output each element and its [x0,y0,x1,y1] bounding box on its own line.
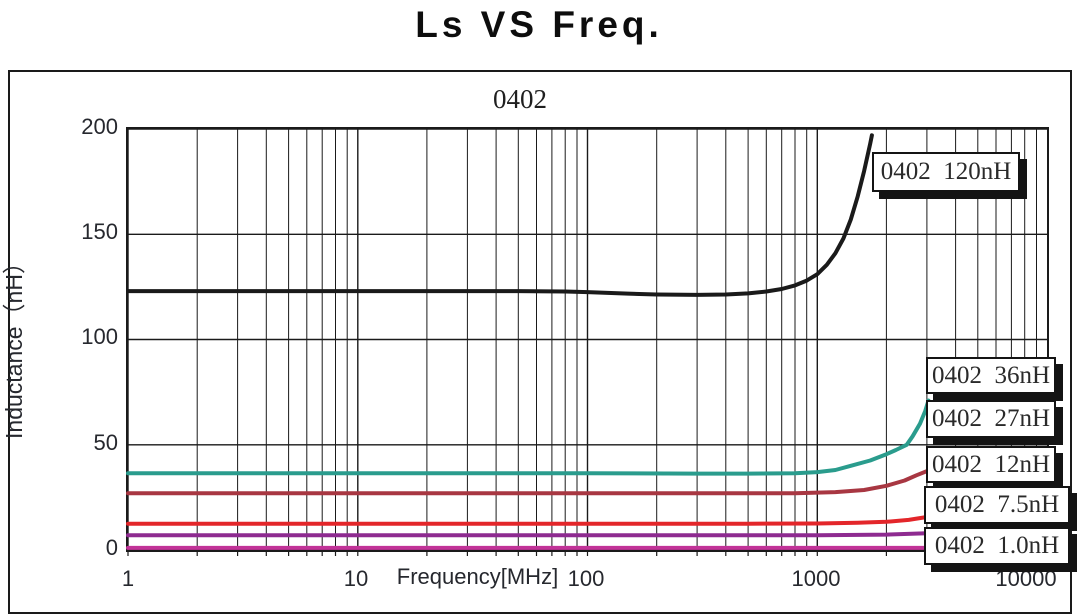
chart-page: { "page": { "title": "Ls VS Freq." }, "c… [1,4,1072,614]
x-tick-10: 10 [343,566,369,591]
plot-area [126,127,1049,556]
x-tick-1: 1 [121,566,135,591]
legend-box-120nh: 0402 120nH [872,152,1020,192]
y-tick-0: 0 [105,535,118,560]
y-tick-100: 100 [81,324,118,349]
legend-box-27nh: 0402 27nH [926,400,1056,438]
chart-title: Ls VS Freq. [415,4,663,45]
x-tick-10000: 10000 [995,566,1057,591]
y-tick-150: 150 [81,219,118,244]
y-tick-200: 200 [81,114,118,139]
x-tick-100: 100 [567,566,605,591]
y-axis-title: Inductance（nH） [1,251,27,439]
plot-subtitle: 0402 [493,84,547,114]
legend-box-36nh: 0402 36nH [926,357,1056,394]
plot-svg [126,128,1047,556]
x-tick-1000: 1000 [791,566,841,591]
y-tick-50: 50 [93,430,118,455]
legend-box-12nh: 0402 12nH [926,446,1056,483]
legend-box-7-5nh: 0402 7.5nH [924,486,1070,524]
x-axis-title: Frequency[MHz] [396,564,559,589]
legend-box-1-0nh: 0402 1.0nH [924,527,1070,565]
